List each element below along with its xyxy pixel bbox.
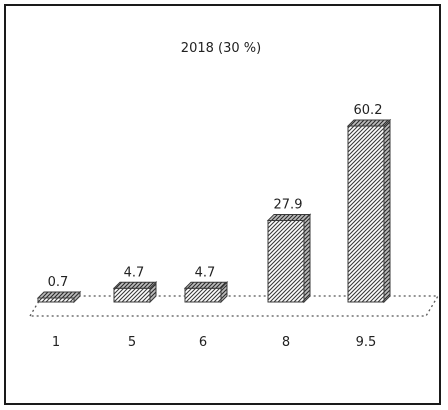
category-label-3: 6 <box>199 335 207 350</box>
bar-front-3 <box>184 287 222 303</box>
value-label-4: 27.9 <box>274 197 303 212</box>
category-label-4: 8 <box>282 335 290 350</box>
bar-front-2 <box>113 287 151 303</box>
value-label-1: 0.7 <box>48 275 69 290</box>
value-label-2: 4.7 <box>124 265 145 280</box>
value-label-5: 60.2 <box>354 103 383 118</box>
bar-top-4 <box>266 213 312 221</box>
bar-top-5 <box>346 119 392 127</box>
category-label-1: 1 <box>52 335 60 350</box>
value-label-3: 4.7 <box>195 265 216 280</box>
bar-side-5 <box>383 118 391 304</box>
bar-3 <box>183 281 229 304</box>
bar-5 <box>346 118 392 304</box>
bar-chart: 2018 (30 %) 0.7 4.7 4.7 27.9 60.2 1 5 6 8 9.5 <box>29 41 440 350</box>
category-label-5: 9.5 <box>356 335 377 350</box>
bar-front-5 <box>347 125 385 303</box>
category-label-2: 5 <box>128 335 136 350</box>
value-labels-group: 0.7 4.7 4.7 27.9 60.2 <box>48 103 383 290</box>
bar-side-4 <box>303 213 311 304</box>
bars-group <box>36 118 392 304</box>
chart-frame: 2018 (30 %) 0.7 4.7 4.7 27.9 60.2 1 5 6 8 9.5 <box>4 4 441 405</box>
bar-2 <box>112 281 158 304</box>
bar-top-3 <box>183 281 229 289</box>
bar-top-2 <box>112 281 158 289</box>
chart-title: 2018 (30 %) <box>181 41 261 56</box>
bar-1 <box>36 290 82 304</box>
bar-top-1 <box>36 291 82 299</box>
bar-front-1 <box>37 297 75 303</box>
chart-floor <box>29 295 440 317</box>
bar-front-4 <box>267 219 305 303</box>
category-labels-group: 1 5 6 8 9.5 <box>52 335 376 350</box>
bar-4 <box>266 213 312 304</box>
